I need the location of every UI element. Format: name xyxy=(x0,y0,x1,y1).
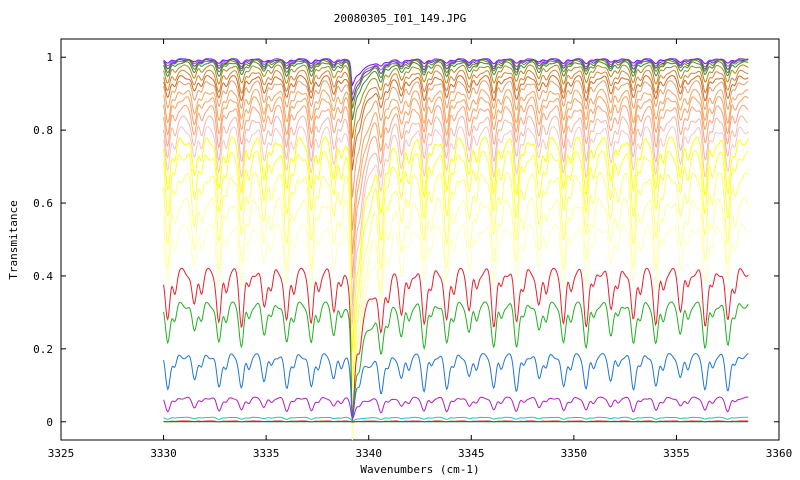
x-axis-label: Wavenumbers (cm-1) xyxy=(360,463,479,476)
series-line xyxy=(163,80,749,198)
y-tick-label: 0.4 xyxy=(33,270,53,283)
series-line xyxy=(163,69,749,158)
series-line xyxy=(163,223,749,441)
series-line xyxy=(163,396,749,420)
x-tick-label: 3330 xyxy=(150,447,177,460)
y-tick-label: 1 xyxy=(46,51,53,64)
series-line xyxy=(163,420,749,423)
series-line xyxy=(163,61,749,121)
series-line xyxy=(163,197,749,441)
series-line xyxy=(163,172,749,425)
x-axis-ticks: 3325 3330 3335 3340 3345 3350 3355 3360 xyxy=(48,39,793,460)
x-tick-label: 3325 xyxy=(48,447,75,460)
series-line xyxy=(163,416,749,422)
series-line xyxy=(163,126,749,325)
x-tick-label: 3340 xyxy=(355,447,382,460)
series-line xyxy=(163,136,749,352)
series-line xyxy=(163,115,749,306)
x-tick-label: 3345 xyxy=(458,447,485,460)
chart-title: 20080305_I01_149.JPG xyxy=(334,12,466,25)
x-tick-label: 3350 xyxy=(561,447,588,460)
y-tick-label: 0.2 xyxy=(33,343,53,356)
plot-frame xyxy=(60,38,780,441)
series-line xyxy=(163,150,749,388)
series-line xyxy=(163,89,749,231)
x-tick-label: 3335 xyxy=(253,447,280,460)
x-tick-label: 3355 xyxy=(663,447,690,460)
y-tick-label: 0 xyxy=(46,416,53,429)
series-line xyxy=(163,58,749,102)
series-line xyxy=(163,96,749,255)
series-line xyxy=(163,64,749,139)
y-axis-ticks: 0 0.2 0.4 0.6 0.8 1 xyxy=(33,51,779,429)
y-tick-label: 0.8 xyxy=(33,124,53,137)
series-line xyxy=(163,104,749,279)
series-line xyxy=(163,301,749,423)
series-line xyxy=(163,267,749,420)
series-line xyxy=(163,353,749,417)
series-line xyxy=(163,75,749,171)
y-axis-label: Transmitance xyxy=(7,200,20,279)
series-line xyxy=(163,59,749,109)
y-tick-label: 0.6 xyxy=(33,197,53,210)
series-layer xyxy=(163,57,749,441)
x-tick-label: 3360 xyxy=(766,447,793,460)
